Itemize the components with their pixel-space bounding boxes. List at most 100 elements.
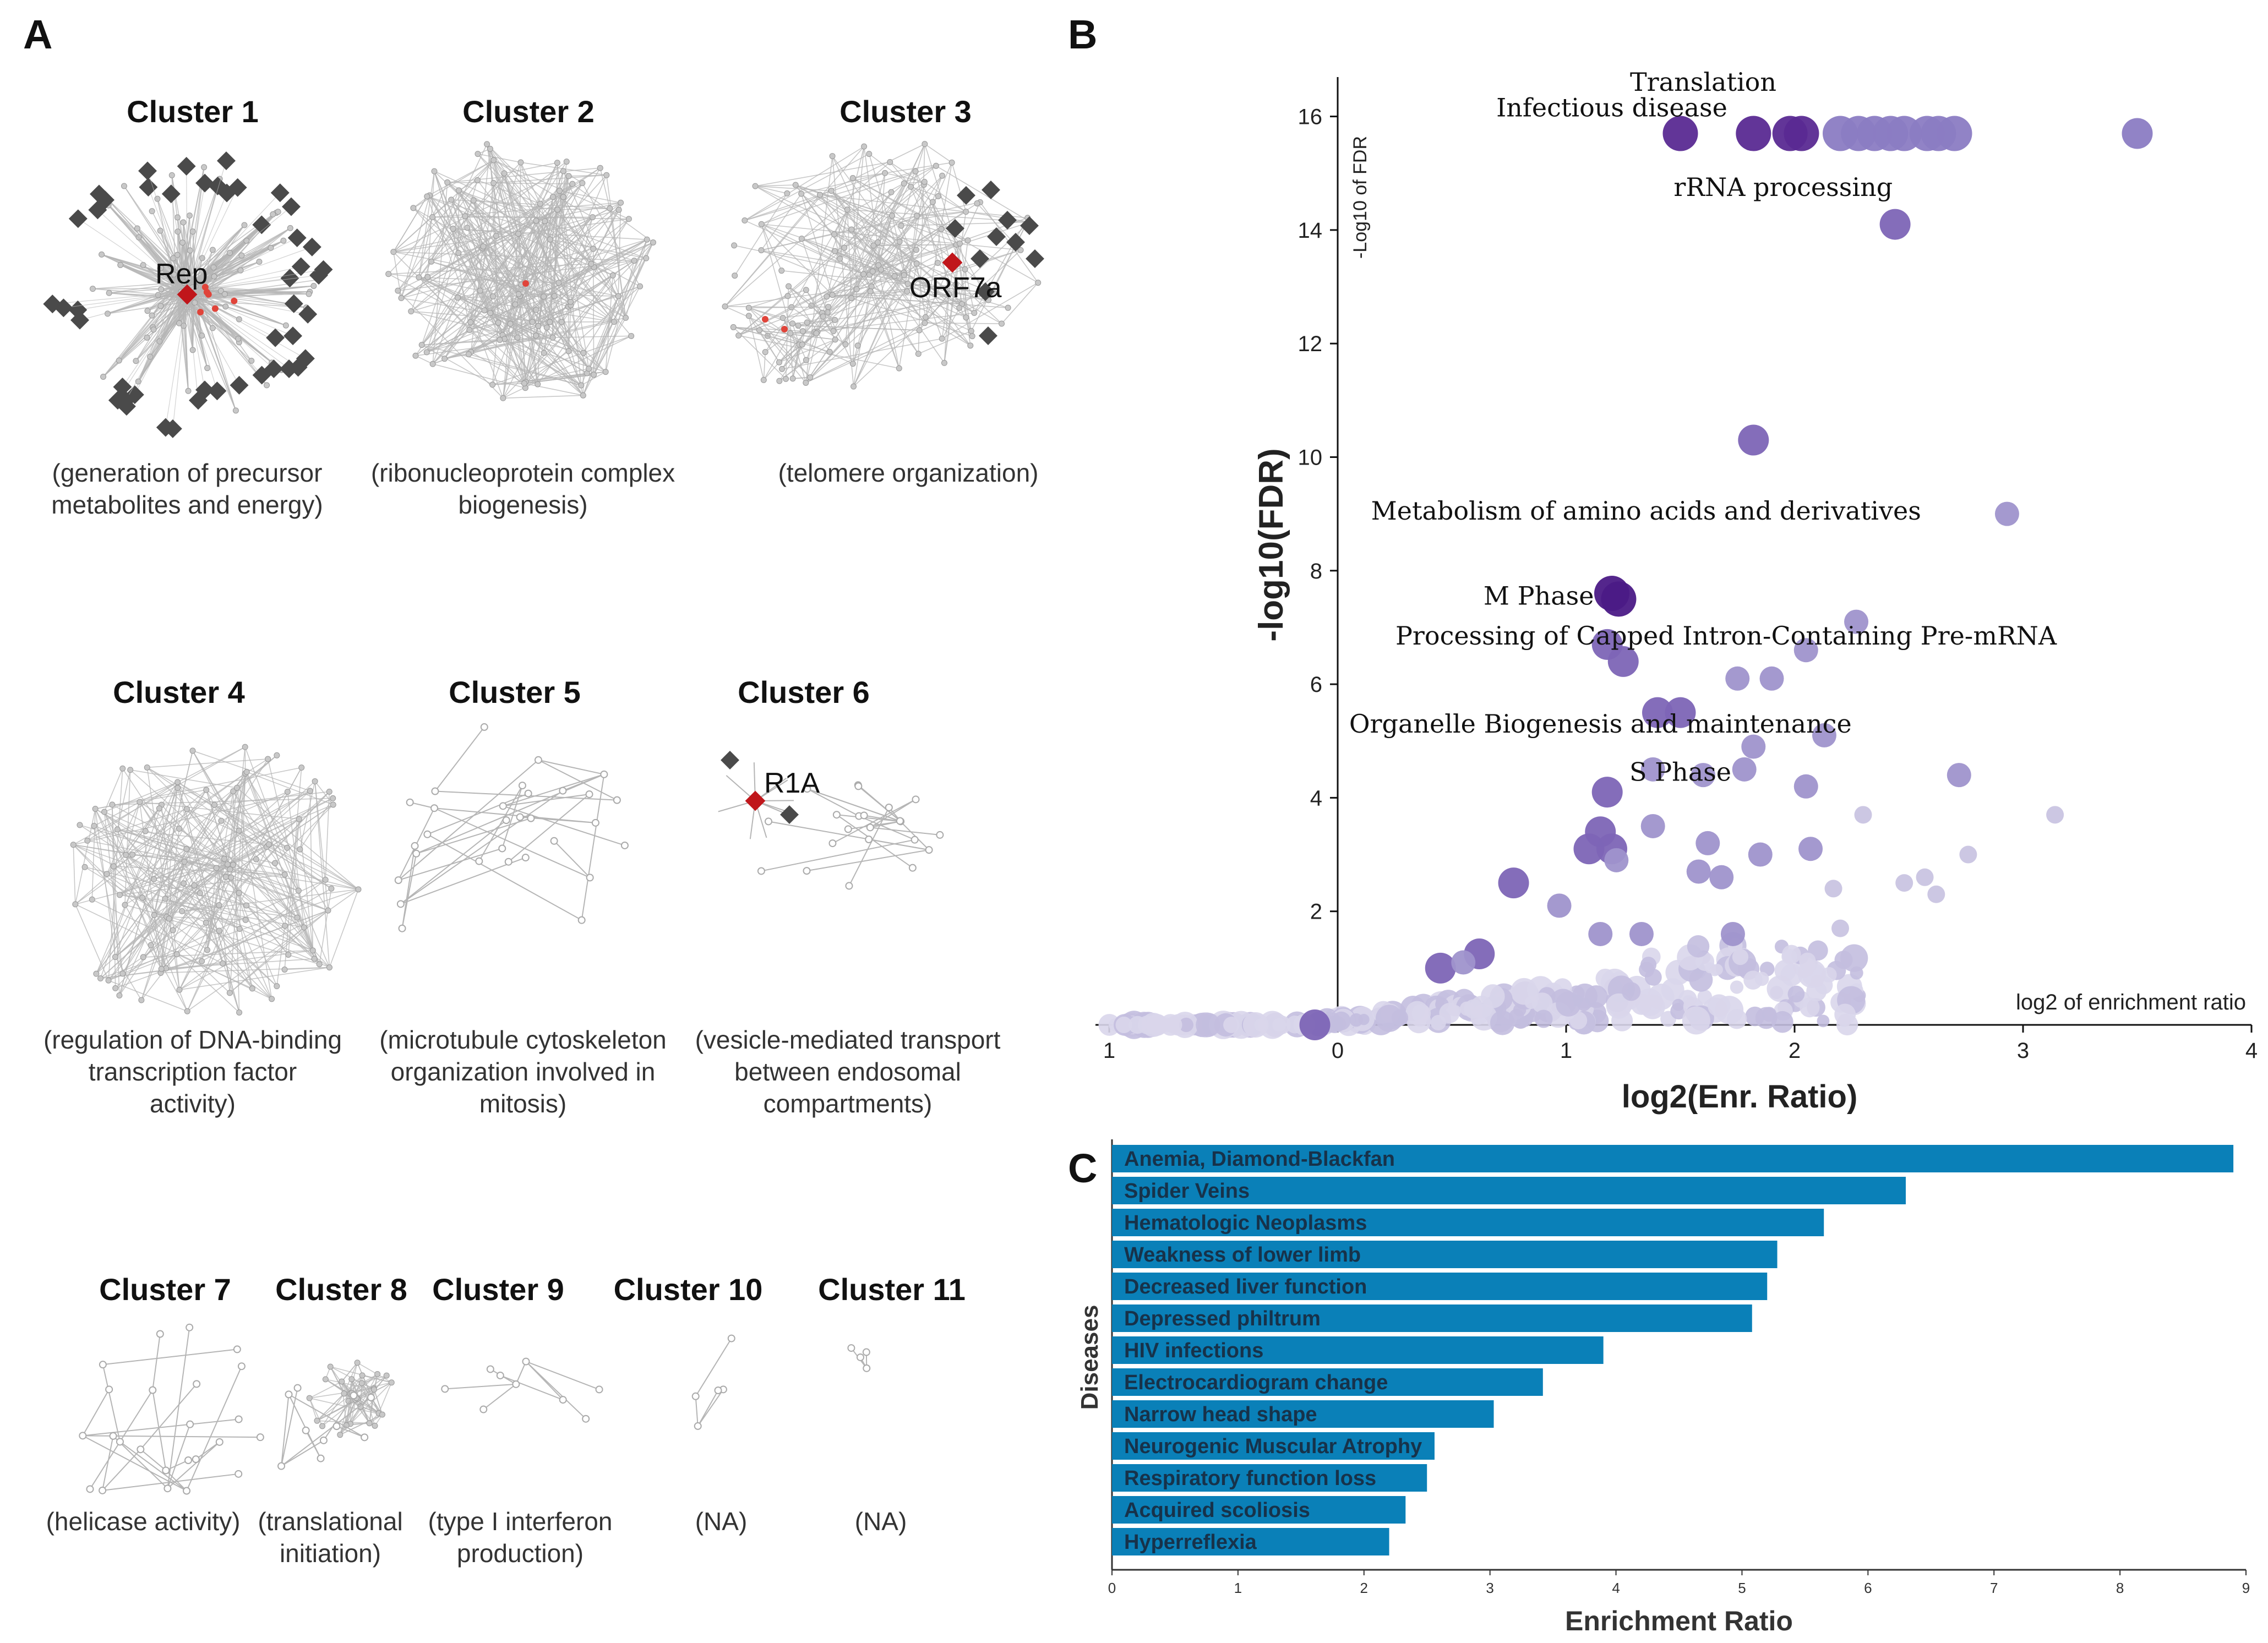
viral-protein-node: [957, 186, 975, 205]
viral-protein-node: [138, 161, 157, 181]
network-node: [109, 801, 116, 808]
network-node: [929, 199, 936, 205]
network-node: [848, 295, 855, 302]
network-node: [956, 304, 963, 311]
network-node: [312, 778, 318, 784]
network-edge: [183, 299, 208, 368]
scatter-annotation: Metabolism of amino acids and derivative…: [1371, 496, 1921, 526]
network-node: [138, 997, 145, 1003]
network-edge: [802, 238, 960, 308]
network-edge: [832, 799, 916, 844]
network-edge: [501, 785, 523, 849]
network-node: [186, 1420, 194, 1428]
network-edge: [244, 773, 329, 911]
disease-bar-label: Weakness of lower limb: [1124, 1243, 1361, 1267]
network-node: [197, 890, 203, 897]
background-point: [1800, 997, 1820, 1018]
network-node: [216, 927, 222, 934]
network-edge: [877, 242, 967, 318]
disease-bar-label: Neurogenic Muscular Atrophy: [1124, 1435, 1422, 1458]
disease-bar: [1112, 1432, 1435, 1460]
background-point: [1411, 1004, 1431, 1023]
network-node: [222, 874, 229, 880]
network-edge: [117, 829, 220, 931]
network-edge: [788, 286, 830, 352]
network-node: [842, 341, 849, 348]
disease-bar-label: Depressed philtrum: [1124, 1307, 1321, 1330]
network-node: [232, 407, 239, 414]
network-node: [127, 767, 134, 773]
cluster-2-title: Cluster 2: [462, 94, 595, 129]
viral-protein-node: [296, 349, 315, 368]
network-edge: [520, 295, 544, 297]
viral-protein-node: [1006, 233, 1025, 252]
network-edge: [473, 200, 559, 283]
network-edge: [504, 162, 558, 174]
network-edge: [749, 289, 806, 309]
network-node: [149, 312, 155, 319]
scatter-point: [1741, 734, 1766, 759]
network-node: [831, 231, 837, 238]
network-edge: [115, 916, 167, 958]
network-node: [563, 159, 570, 165]
disease-bar: [1112, 1273, 1768, 1300]
viral-protein-node: [161, 184, 181, 204]
network-node: [236, 889, 242, 896]
network-node: [183, 1487, 191, 1495]
cluster-10-caption: (NA): [695, 1507, 748, 1536]
network-edge: [244, 746, 299, 891]
network-node: [307, 788, 313, 794]
network-node: [396, 900, 405, 908]
network-node: [799, 328, 806, 335]
network-edge: [532, 204, 541, 322]
background-point: [1802, 963, 1825, 987]
network-node: [341, 1390, 347, 1397]
network-node: [398, 924, 406, 932]
network-edge: [820, 194, 900, 242]
viral-protein-node: [998, 211, 1017, 230]
background-point: [1745, 1006, 1765, 1027]
network-node: [826, 348, 833, 355]
network-node: [322, 1376, 329, 1383]
network-node: [962, 266, 968, 272]
network-node: [379, 1411, 385, 1418]
network-node: [844, 206, 850, 213]
network-edge: [795, 184, 900, 242]
scatter-annotation: Processing of Capped Intron-Containing P…: [1395, 621, 2057, 651]
network-node: [618, 199, 624, 206]
network-node: [480, 243, 487, 250]
network-node: [236, 827, 242, 834]
network-node: [306, 291, 312, 297]
network-edge: [181, 298, 239, 343]
network-edge: [538, 260, 635, 326]
network-node: [168, 172, 175, 178]
network-node: [398, 295, 405, 302]
network-node: [322, 876, 329, 883]
network-node: [144, 764, 150, 771]
network-node: [789, 375, 796, 382]
network-edge: [592, 209, 619, 218]
cluster-1-node-label: Rep: [155, 258, 208, 290]
viral-protein-node: [314, 260, 333, 279]
network-node: [287, 225, 293, 231]
network-node: [760, 376, 767, 383]
network-node: [786, 283, 792, 290]
network-node: [507, 320, 514, 327]
network-node: [559, 787, 567, 795]
network-node: [149, 1386, 157, 1394]
network-node: [623, 314, 629, 321]
network-edge: [748, 315, 811, 378]
network-edge: [177, 782, 239, 893]
network-node: [644, 236, 650, 243]
network-edge: [744, 146, 865, 221]
network-edge: [108, 980, 188, 1012]
network-edge: [95, 808, 247, 906]
network-edge: [369, 1388, 374, 1423]
scatter-point: [1937, 116, 1972, 151]
network-node: [841, 244, 848, 251]
network-edge: [518, 162, 521, 294]
network-node: [514, 334, 521, 341]
hub-node: [942, 252, 963, 273]
network-node: [745, 313, 752, 319]
network-node: [522, 1357, 530, 1366]
